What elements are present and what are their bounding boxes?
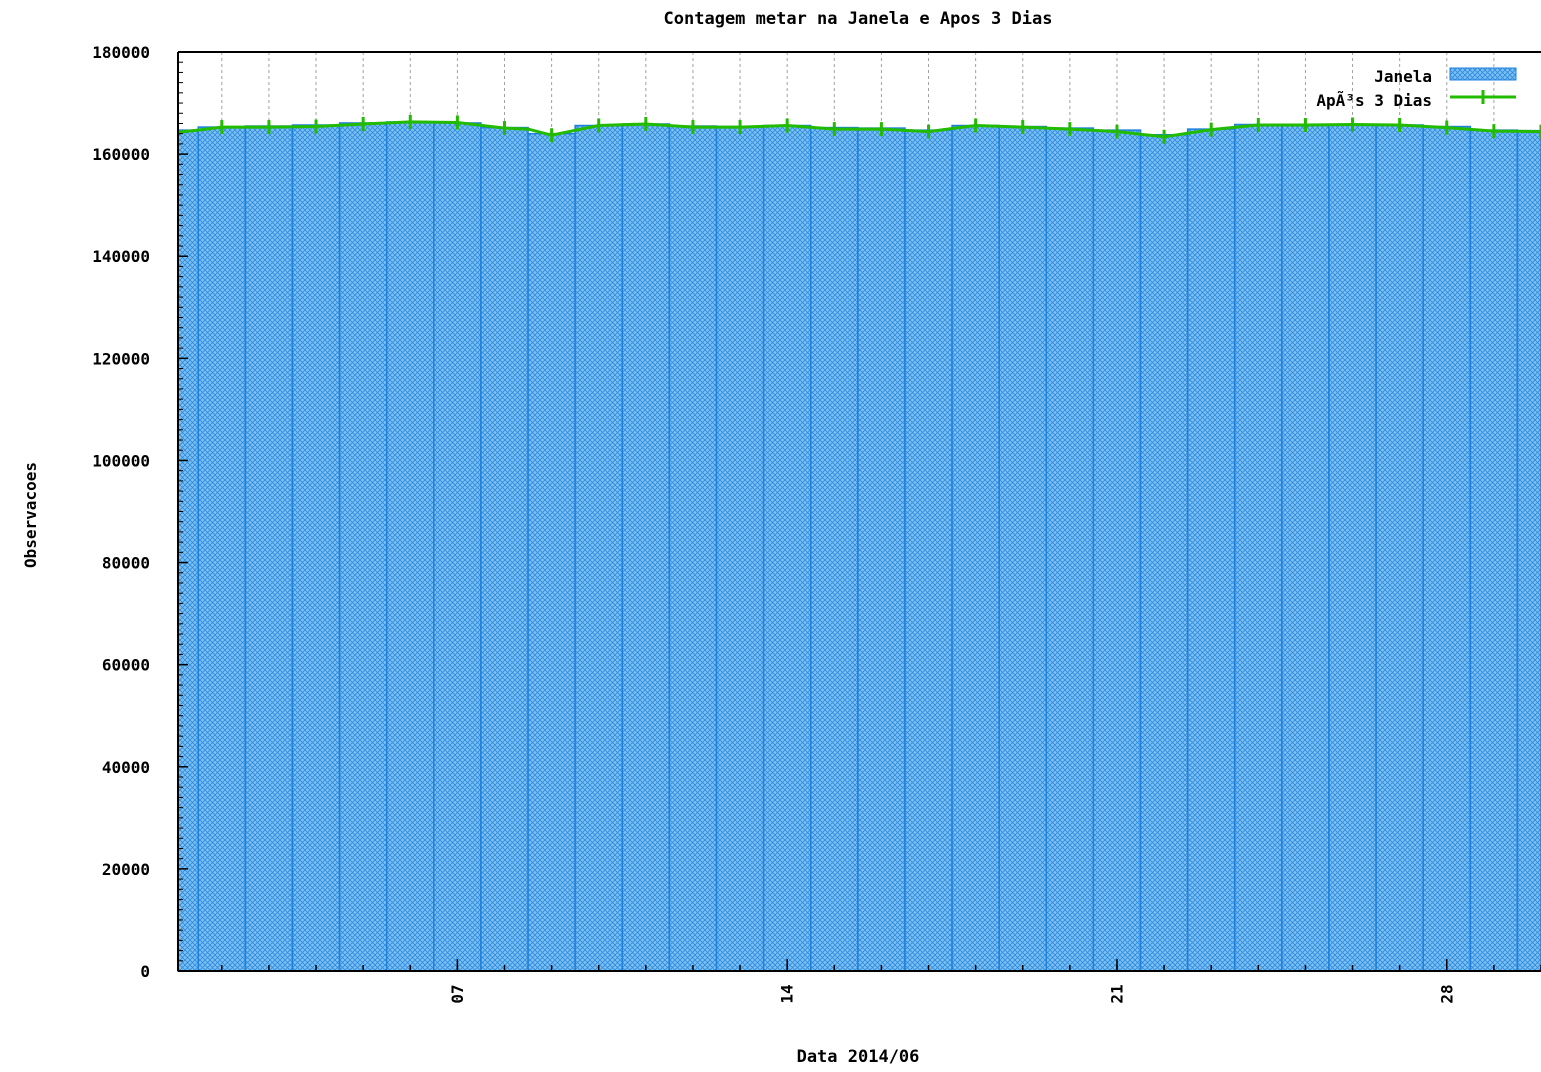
legend: Janela ApÃ³s 3 Dias: [1316, 67, 1517, 110]
y-tick-label: 0: [140, 962, 150, 981]
bar-janela: [197, 126, 247, 972]
bar-janela: [762, 124, 812, 972]
bar-janela: [480, 126, 529, 972]
bar-janela: [338, 122, 388, 972]
y-axis-label: Observacoes: [21, 462, 40, 568]
y-tick-label: 100000: [92, 451, 150, 470]
bar-janela: [385, 121, 435, 972]
bar-janela: [1234, 123, 1283, 972]
y-tick-label: 60000: [102, 656, 150, 675]
bar-janela: [809, 126, 859, 972]
y-tick-label: 40000: [102, 758, 150, 777]
bar-janela: [1045, 127, 1095, 972]
bar-janela: [1516, 129, 1541, 972]
series-apos-3-dias: [177, 114, 1541, 144]
legend-swatch-janela: [1449, 67, 1517, 81]
bar-janela: [715, 125, 765, 972]
bar-janela: [527, 132, 576, 972]
y-tick-label: 20000: [102, 860, 150, 879]
bar-janela: [1281, 123, 1330, 972]
x-tick-label: 21: [1107, 984, 1126, 1003]
bar-janela: [1139, 133, 1189, 972]
x-tick-label: 14: [778, 984, 797, 1003]
legend-label-janela: Janela: [1374, 67, 1432, 86]
y-tick-label: 120000: [92, 349, 150, 368]
y-tick-label: 160000: [92, 145, 150, 164]
bar-janela: [574, 124, 624, 972]
axes: [177, 51, 1541, 972]
bar-janela: [668, 125, 718, 972]
bar-janela: [1422, 125, 1472, 972]
bar-janela: [1092, 129, 1142, 972]
bar-janela: [904, 129, 953, 972]
bar-janela: [621, 123, 671, 972]
bar-janela: [951, 124, 1000, 972]
y-tick-labels: 0 20000 40000 60000 80000 100000 120000 140000 1…: [92, 43, 150, 981]
bar-janela: [433, 122, 482, 972]
bar-janela: [857, 127, 906, 972]
chart-title: Contagem metar na Janela e Apos 3 Dias: [664, 9, 1053, 29]
x-axis-label: Data 2014/06: [797, 1047, 920, 1067]
bar-janela: [1375, 124, 1424, 972]
bar-janela: [1186, 128, 1236, 972]
x-tick-labels: 07 14 21 28: [448, 984, 1456, 1003]
y-tick-label: 80000: [102, 554, 150, 573]
bars-janela: [177, 121, 1541, 972]
line-apos-3-dias: [177, 120, 1541, 139]
bar-janela: [244, 125, 294, 972]
y-tick-label: 180000: [92, 43, 150, 62]
bar-janela: [1469, 129, 1519, 972]
bar-janela: [1328, 123, 1377, 972]
legend-label-apos: ApÃ³s 3 Dias: [1316, 91, 1432, 110]
bar-janela: [998, 125, 1048, 972]
y-tick-label: 140000: [92, 247, 150, 266]
x-tick-label: 07: [448, 984, 467, 1003]
bar-janela: [291, 124, 341, 972]
x-tick-label: 28: [1437, 984, 1456, 1003]
